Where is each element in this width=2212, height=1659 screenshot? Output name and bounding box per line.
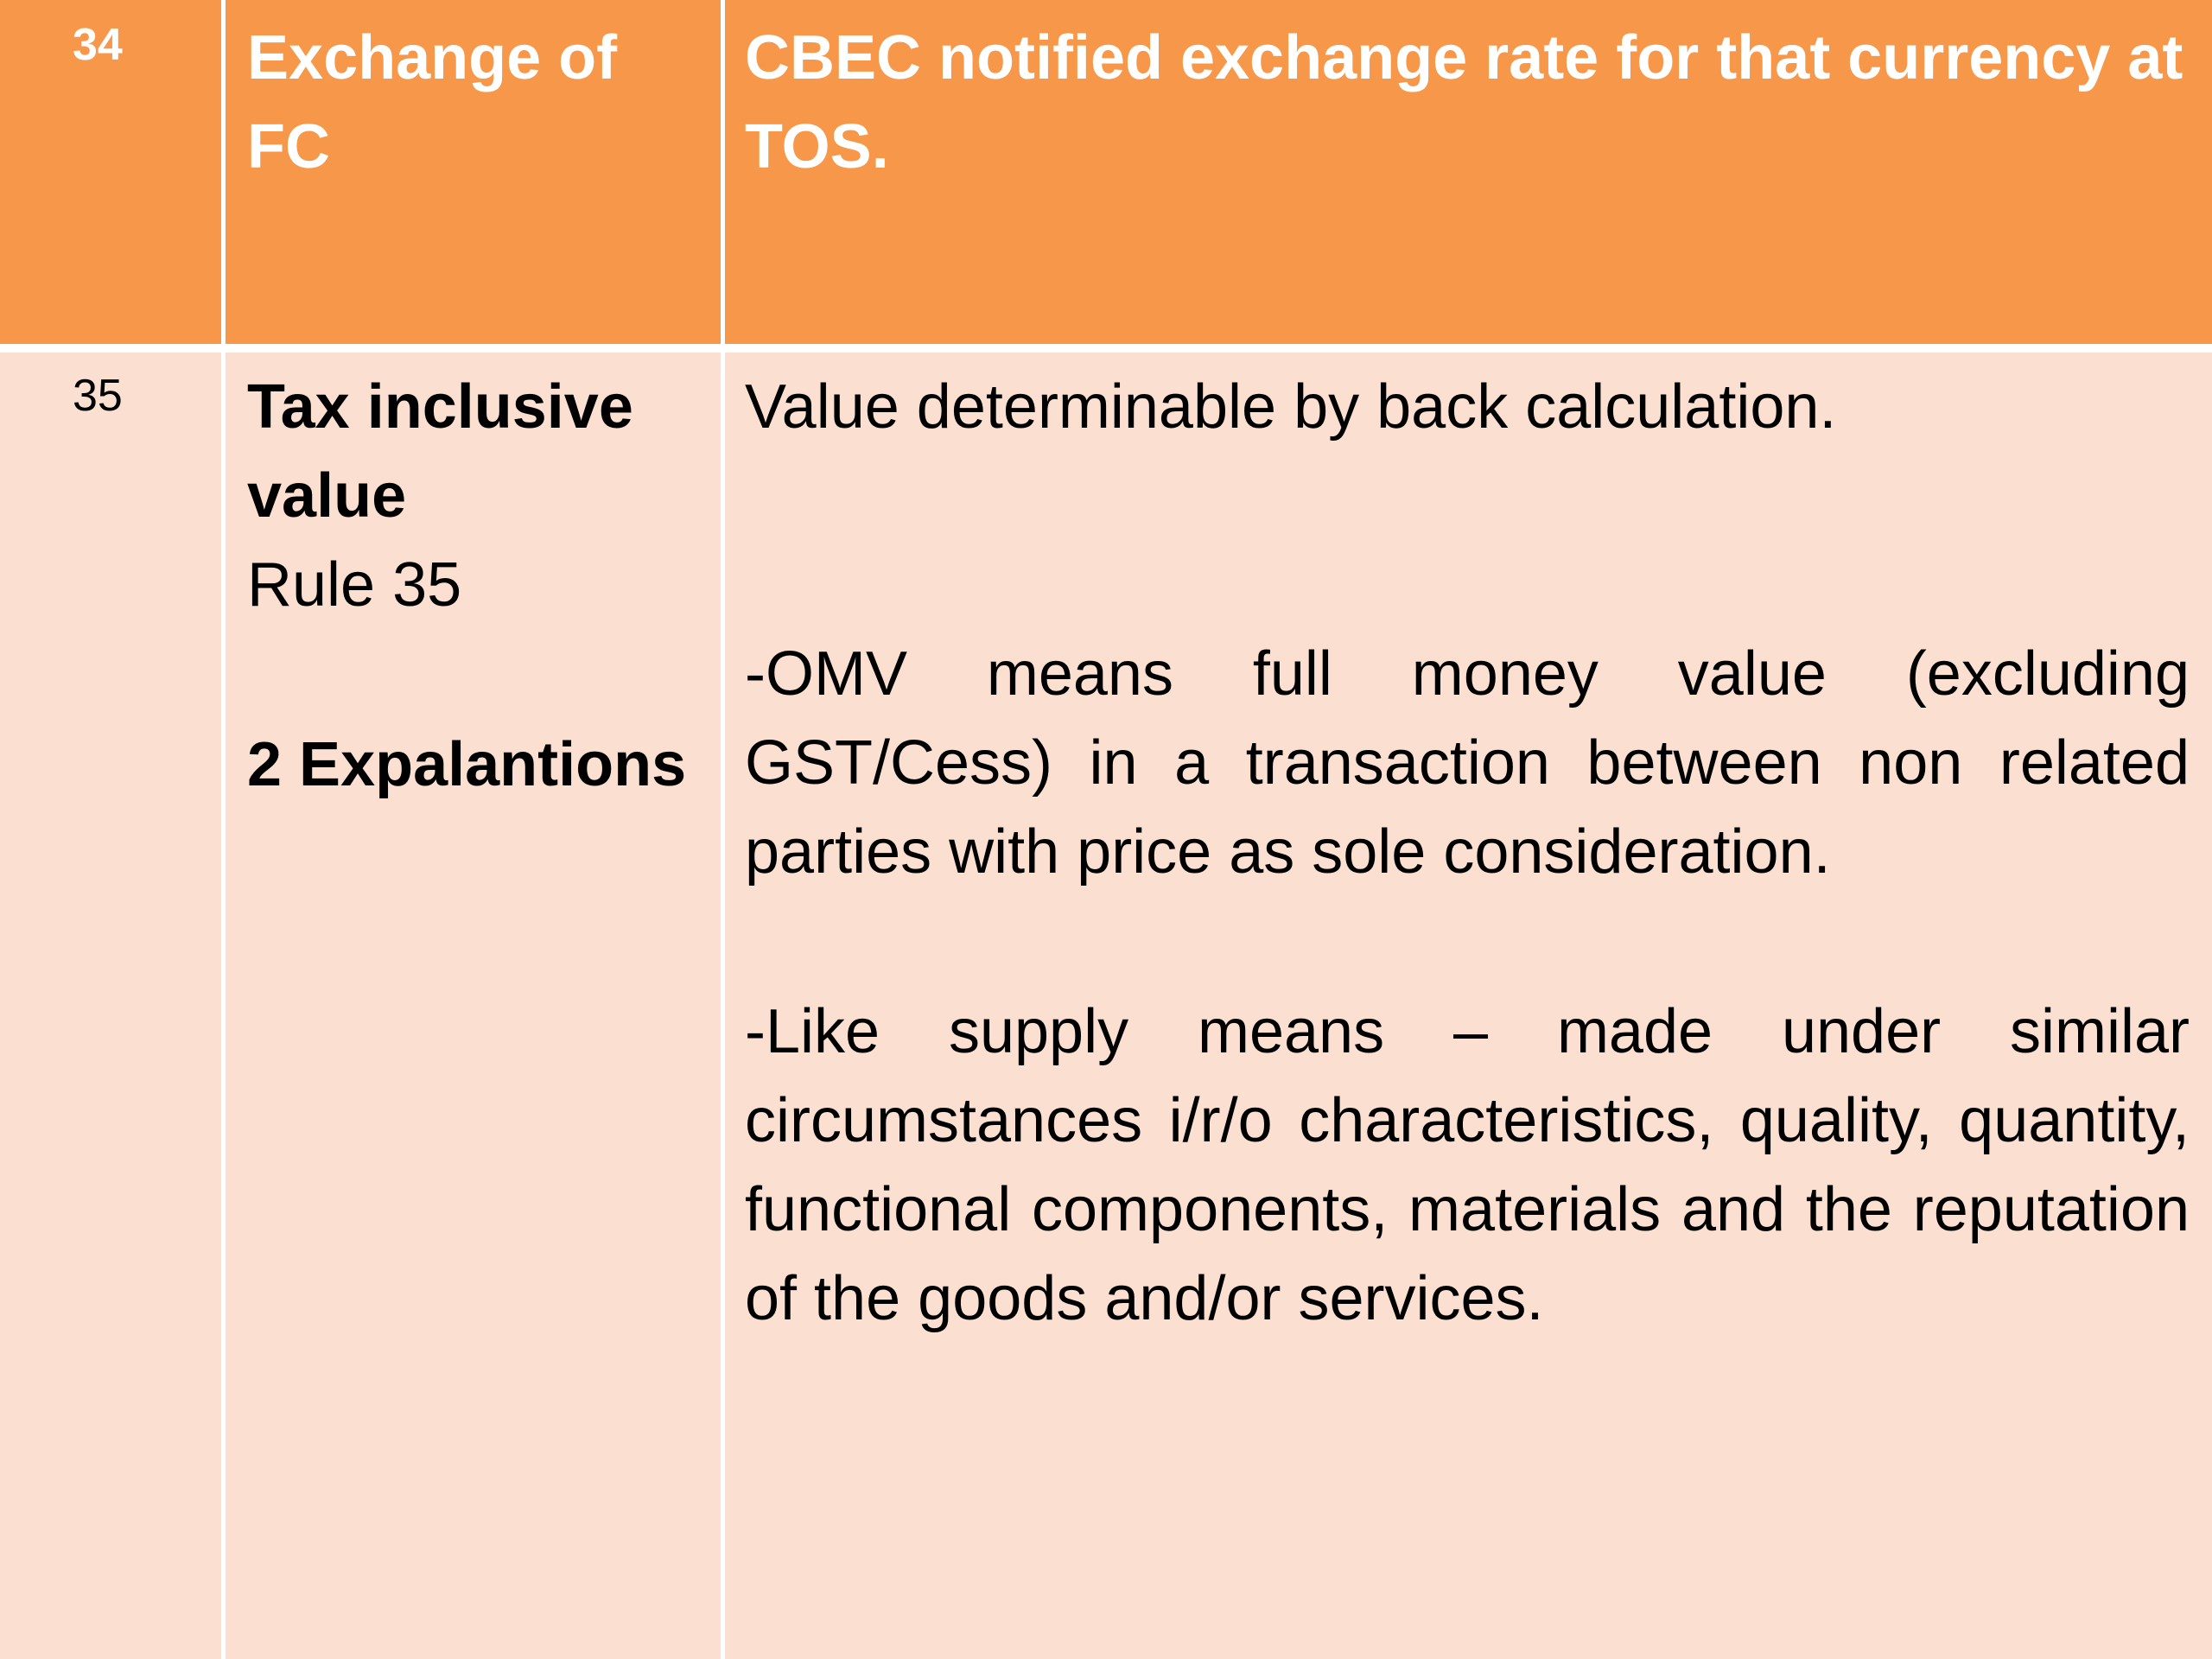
row-number-35: 35 [73, 371, 123, 421]
row-number-34: 34 [73, 20, 123, 70]
term-tax-inclusive-value: Tax inclusive value [247, 372, 633, 531]
term-exchange-of-fc: Exchange of FC [247, 23, 618, 181]
row-divider [0, 344, 2212, 353]
explanation-omv: -OMV means full money value (excluding G… [745, 639, 2190, 887]
explanation-like-supply: -Like supply means – made under similar … [745, 997, 2190, 1333]
column-divider-2 [721, 0, 725, 1659]
table-header-row [0, 0, 2212, 344]
description-back-calculation: Value determinable by back calculation. [745, 372, 1837, 442]
explanations-label: 2 Expalantions [247, 730, 687, 799]
description-cell-tax-inclusive: Value determinable by back calculation. … [745, 363, 2190, 1344]
rule-reference: Rule 35 [247, 550, 462, 620]
description-exchange-rate: CBEC notified exchange rate for that cur… [745, 23, 2183, 181]
column-divider-1 [221, 0, 226, 1659]
term-cell-tax-inclusive: Tax inclusive value Rule 35 2 Expalantio… [247, 363, 718, 810]
